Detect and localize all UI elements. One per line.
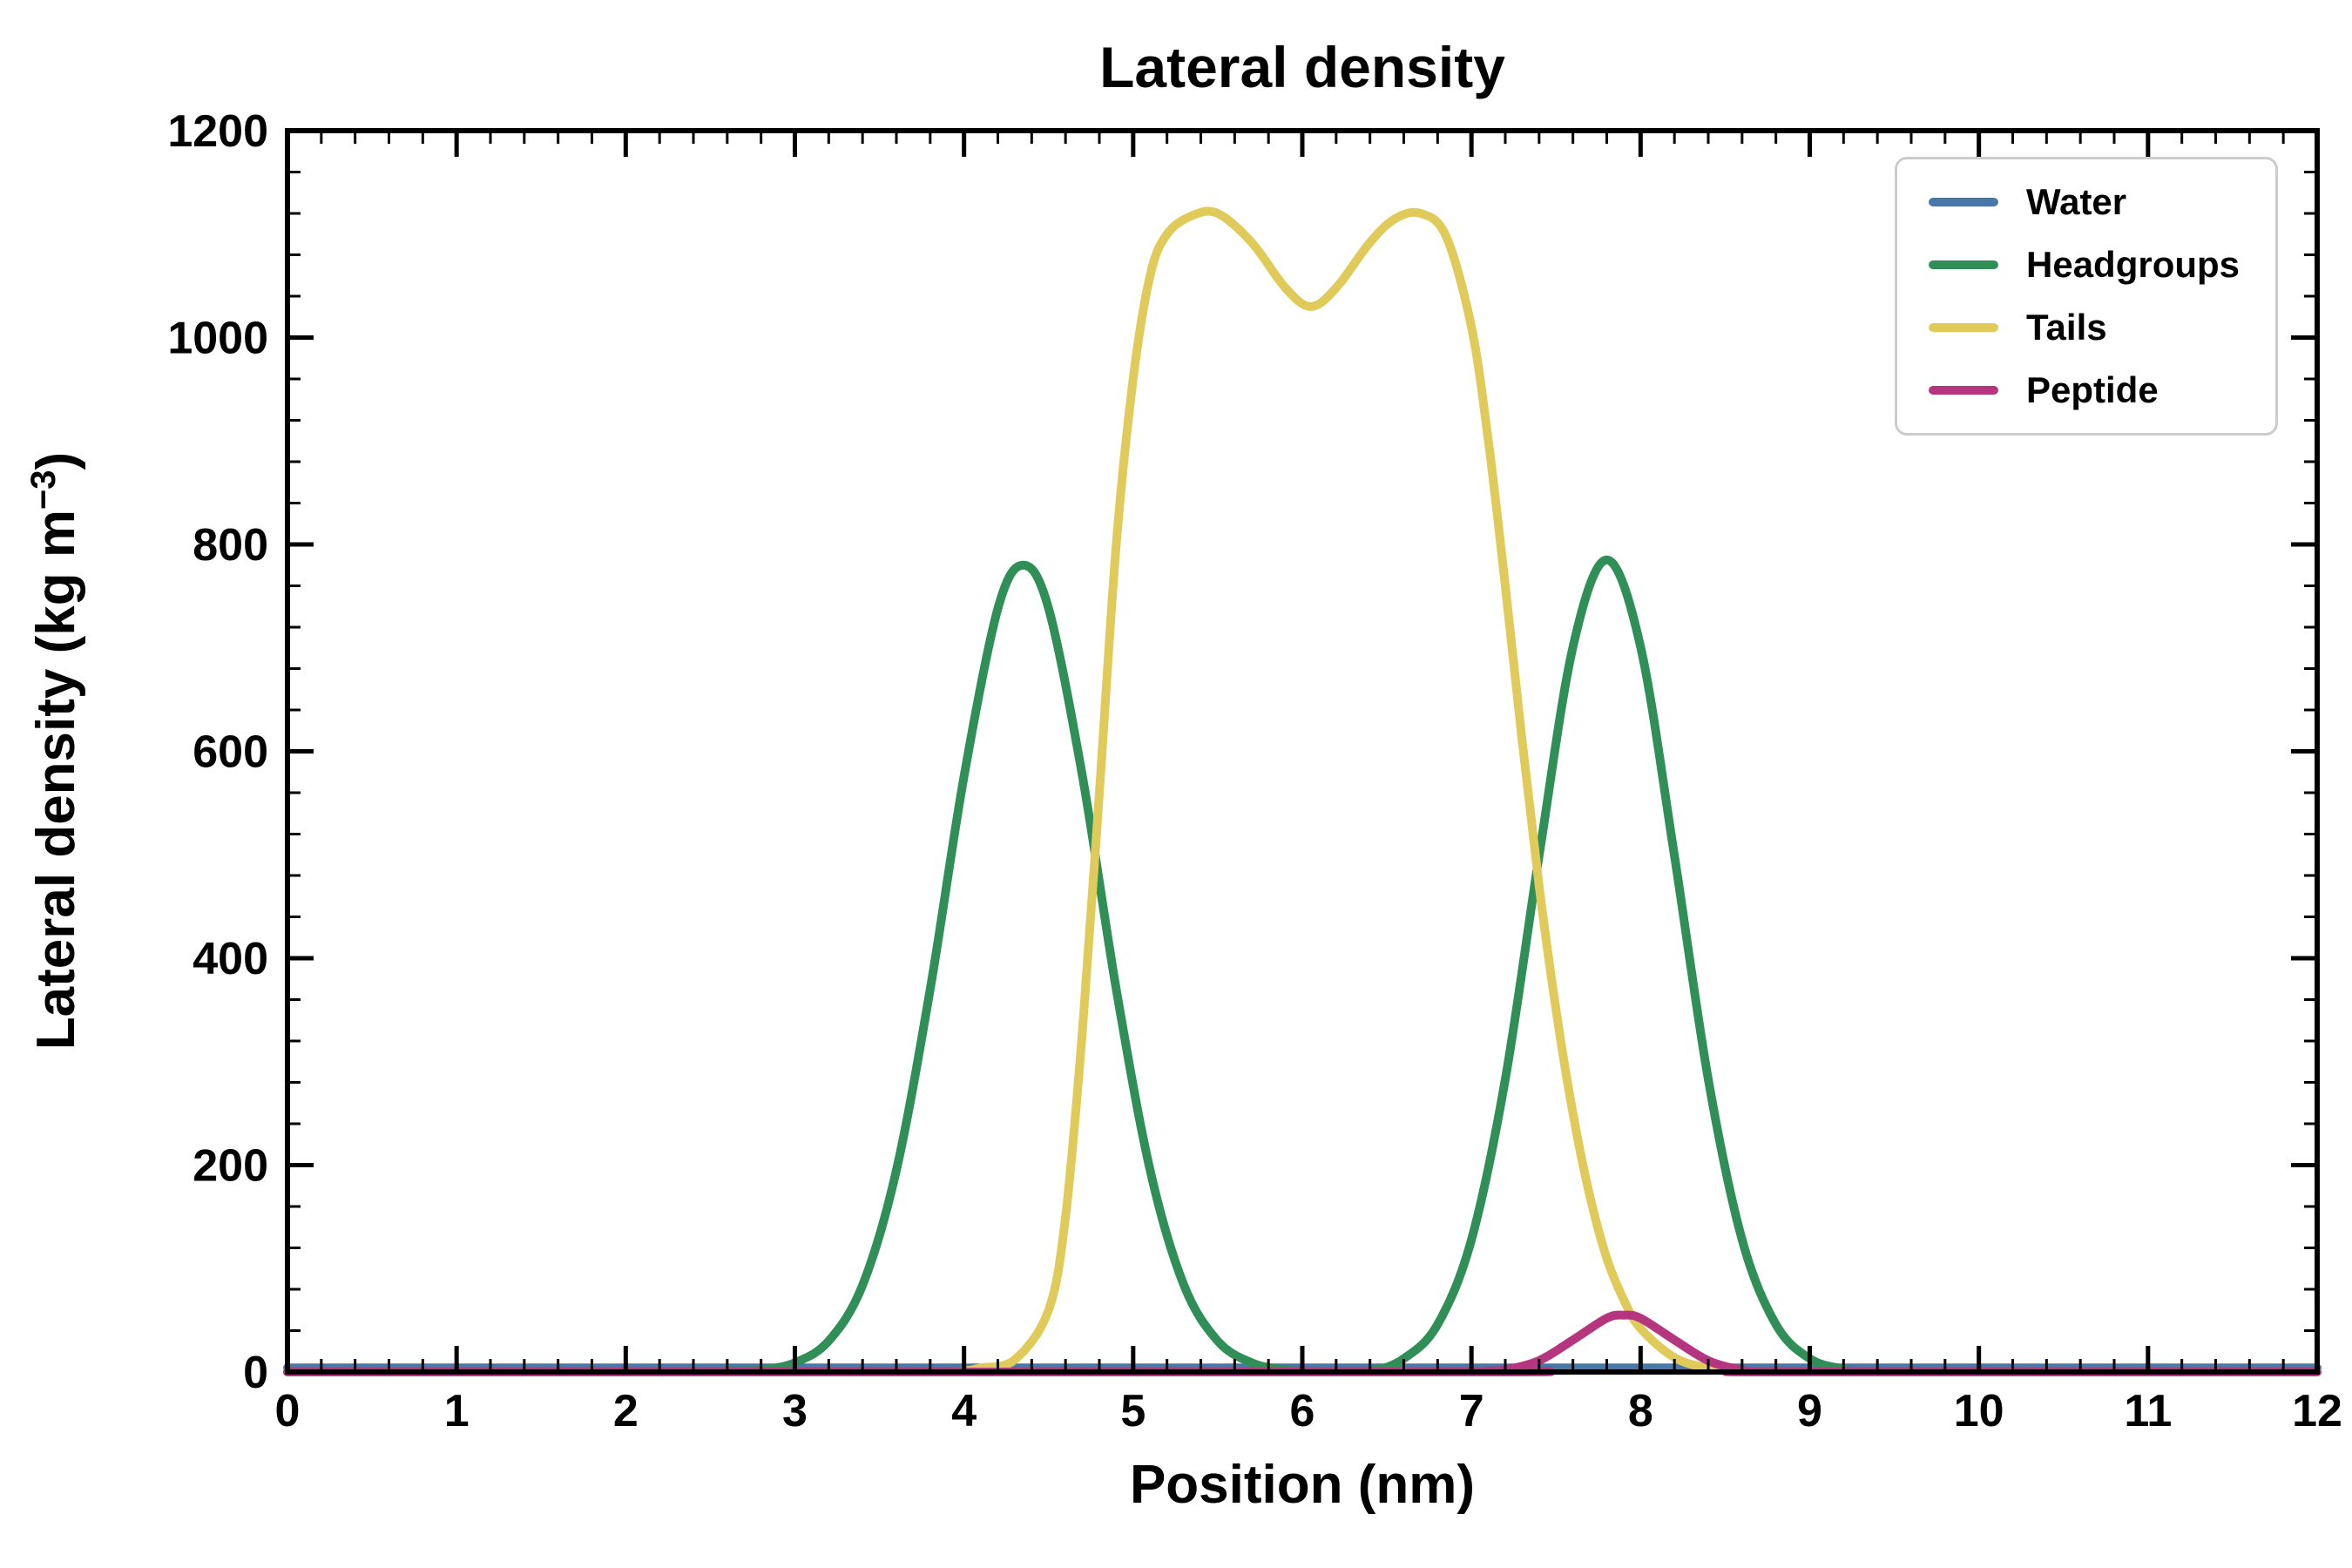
x-tick-label: 8	[1628, 1386, 1653, 1436]
x-tick-label: 10	[1954, 1386, 2004, 1436]
x-tick-label: 0	[275, 1386, 301, 1436]
legend-swatch-tails	[1929, 323, 1998, 332]
y-axis-label: Lateral density (kg m−3)	[24, 452, 86, 1050]
y-tick-label: 1000	[167, 314, 268, 364]
legend-label-headgroups: Headgroups	[2026, 244, 2240, 285]
legend-label-peptide: Peptide	[2026, 369, 2159, 410]
x-tick-label: 5	[1120, 1386, 1146, 1436]
legend-swatch-water	[1929, 198, 1998, 206]
legend-item-peptide: Peptide	[1929, 372, 2244, 409]
x-tick-label: 11	[2124, 1386, 2172, 1436]
series-line-tails	[283, 206, 2322, 1377]
legend: Water Headgroups Tails Peptide	[1895, 157, 2278, 436]
y-tick-label: 400	[193, 934, 268, 984]
x-axis-label: Position (nm)	[1130, 1455, 1475, 1515]
legend-swatch-headgroups	[1929, 260, 1998, 269]
y-tick-label: 800	[193, 520, 268, 571]
legend-swatch-peptide	[1929, 386, 1998, 395]
y-tick-label: 600	[193, 727, 268, 778]
y-tick-label: 200	[193, 1141, 268, 1192]
x-tick-label: 1	[444, 1386, 470, 1436]
x-tick-label: 4	[951, 1386, 977, 1436]
y-axis-label-exponent: −3	[24, 470, 63, 510]
x-tick-label: 3	[782, 1386, 808, 1436]
legend-item-tails: Tails	[1929, 309, 2244, 346]
chart-title: Lateral density	[1099, 35, 1505, 99]
y-tick-label: 0	[243, 1348, 268, 1398]
legend-label-tails: Tails	[2026, 307, 2107, 348]
y-tick-label: 1200	[167, 106, 268, 157]
x-tick-label: 2	[613, 1386, 639, 1436]
x-tick-label: 6	[1290, 1386, 1315, 1436]
y-axis-label-close: )	[26, 452, 86, 470]
x-tick-label: 7	[1459, 1386, 1484, 1436]
x-tick-label: 9	[1797, 1386, 1822, 1436]
x-tick-label: 12	[2292, 1386, 2342, 1436]
legend-item-water: Water	[1929, 184, 2244, 220]
legend-label-water: Water	[2026, 181, 2127, 222]
legend-item-headgroups: Headgroups	[1929, 247, 2244, 283]
y-axis-label-main: Lateral density (kg m	[26, 510, 86, 1050]
series-line-headgroups	[283, 555, 2322, 1377]
